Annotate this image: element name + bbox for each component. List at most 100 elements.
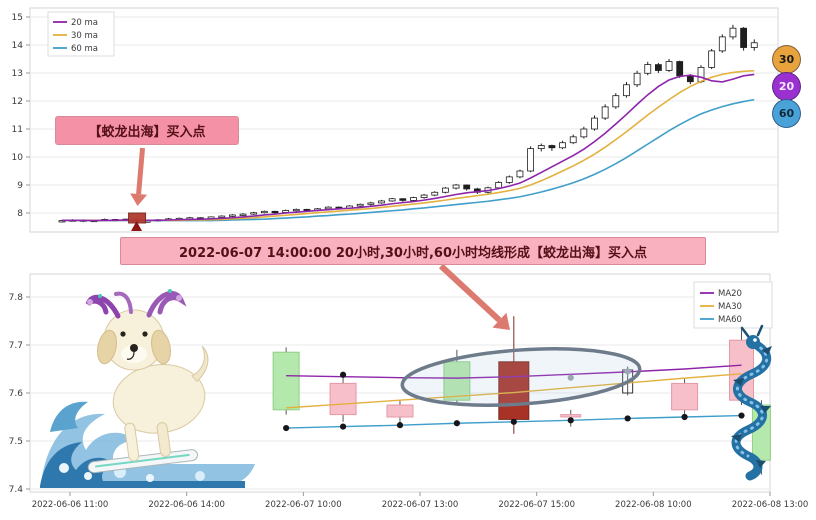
candle-body xyxy=(527,148,534,172)
candle-body xyxy=(750,42,758,48)
buy-arrow-head xyxy=(130,193,148,206)
candle-body xyxy=(324,206,332,210)
candle-body xyxy=(388,198,396,202)
marker-dot xyxy=(567,417,574,424)
badge-ma20: 20 xyxy=(772,72,801,101)
candle-body xyxy=(580,128,588,138)
candle-body xyxy=(441,187,449,193)
y-tick-label: 7.5 xyxy=(9,437,23,447)
y-tick-label: 7.8 xyxy=(9,293,24,303)
candle-body xyxy=(591,117,598,130)
y-tick-label: 7.4 xyxy=(9,485,24,495)
legend-label: 30 ma xyxy=(71,31,98,41)
marker-dot xyxy=(624,368,631,375)
badge-ma60: 60 xyxy=(772,99,801,128)
candle-body xyxy=(367,202,375,205)
candle-body xyxy=(612,95,620,108)
candle-body xyxy=(356,203,364,207)
y-tick-label: 7.7 xyxy=(9,341,23,351)
buy-point-annotation: 【蛟龙出海】买入点 xyxy=(55,116,239,145)
y-tick-label: 12 xyxy=(12,97,23,107)
bottom-chart-annotations xyxy=(400,263,642,407)
legend-label: 20 ma xyxy=(71,18,98,28)
legend-label: MA20 xyxy=(718,289,742,299)
candle-body xyxy=(329,382,357,416)
dragon-illustration xyxy=(731,324,772,481)
y-tick-label: 8 xyxy=(17,209,23,219)
candle-body xyxy=(431,191,439,196)
candle-body xyxy=(537,145,545,150)
y-tick-label: 11 xyxy=(12,125,23,135)
candle-body xyxy=(569,136,577,144)
candle-body xyxy=(560,414,582,418)
buy-marker-triangle xyxy=(131,221,143,231)
y-tick-label: 7.6 xyxy=(9,389,24,399)
legend-label: 60 ma xyxy=(71,44,98,54)
badge-ma30: 30 xyxy=(772,45,801,74)
legend-label: MA60 xyxy=(718,315,742,325)
x-tick-label: 2022-06-07 13:00 xyxy=(382,500,459,510)
buy-arrow xyxy=(136,147,146,195)
candle-body xyxy=(601,106,609,119)
ma30-line xyxy=(286,373,742,409)
x-tick-label: 2022-06-06 11:00 xyxy=(32,500,109,510)
ma20-line xyxy=(62,73,755,222)
candle-body xyxy=(272,351,300,411)
candle-body xyxy=(644,64,652,74)
dog-surfer-illustration xyxy=(40,289,255,488)
candle-body xyxy=(495,182,503,189)
marker-dot xyxy=(681,413,688,421)
marker-dot xyxy=(396,422,404,429)
candle-body xyxy=(292,208,300,212)
ma20-line xyxy=(286,364,742,379)
candle-body xyxy=(505,176,513,183)
marker-dot xyxy=(339,423,347,430)
pattern-banner: 2022-06-07 14:00:00 20小时,30小时,60小时均线形成【蛟… xyxy=(120,237,706,265)
bottom-legend-box xyxy=(693,281,773,329)
pattern-arrow xyxy=(438,263,502,323)
candle-body xyxy=(633,72,641,86)
candle-body xyxy=(686,75,694,83)
candle-body xyxy=(729,27,737,38)
candle-body xyxy=(697,67,705,83)
candle-body xyxy=(498,361,530,420)
candle-body xyxy=(443,361,471,401)
marker-dot xyxy=(567,374,574,381)
candle-body xyxy=(271,210,279,214)
candle-body xyxy=(218,215,226,218)
candle-body xyxy=(260,210,268,214)
y-tick-label: 13 xyxy=(12,69,23,79)
surfboard xyxy=(87,449,199,474)
x-tick-label: 2022-06-08 10:00 xyxy=(615,500,692,510)
candle-body xyxy=(239,213,247,216)
candle-body xyxy=(665,61,673,71)
bottom-chart: 7.4 7.5 7.6 7.7 7.8 2022-06-06 11:00 2022-06-0… xyxy=(9,263,809,510)
marker-dot xyxy=(510,418,517,425)
candle-body xyxy=(559,142,566,149)
candle-body xyxy=(718,36,726,52)
candle-body xyxy=(676,61,684,77)
illustrations xyxy=(40,289,772,488)
x-tick-label: 2022-06-07 10:00 xyxy=(265,500,342,510)
candle-body xyxy=(655,64,662,71)
marker-dot xyxy=(624,415,631,422)
y-tick-label: 9 xyxy=(17,181,23,191)
candle-body xyxy=(740,27,747,48)
pattern-arrow-head xyxy=(492,312,510,330)
candle-body xyxy=(516,170,524,178)
x-tick-label: 2022-06-06 14:00 xyxy=(148,500,225,510)
buy-highlight-box xyxy=(128,212,147,224)
x-tick-label: 2022-06-07 15:00 xyxy=(498,500,575,510)
candle-body xyxy=(386,404,414,418)
candle-body xyxy=(463,184,471,190)
marker-dot xyxy=(453,420,460,427)
candle-body xyxy=(399,198,407,201)
highlight-ellipse xyxy=(400,347,642,407)
candle-body xyxy=(420,194,428,199)
x-tick-label: 2022-06-08 13:00 xyxy=(732,500,809,510)
legend-label: MA30 xyxy=(718,302,742,312)
marker-dot xyxy=(339,371,347,378)
candle-body xyxy=(228,214,236,217)
y-tick-label: 14 xyxy=(12,41,24,51)
